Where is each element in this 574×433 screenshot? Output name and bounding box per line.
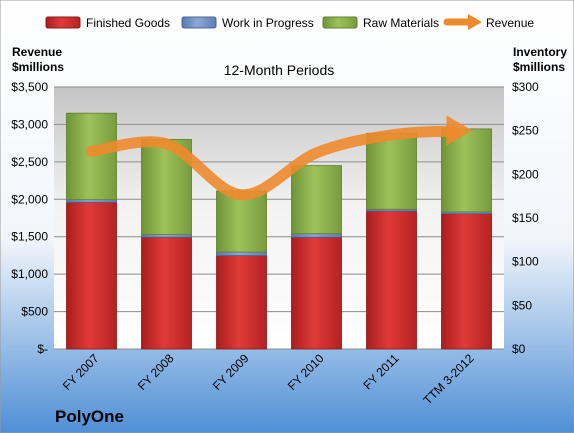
right-tick-label: $250: [512, 124, 539, 138]
right-axis-title-line2: $millions: [513, 60, 565, 74]
left-tick-label: $1,000: [11, 267, 48, 281]
left-tick-label: $2,500: [11, 155, 48, 169]
left-axis-title-line1: Revenue: [12, 45, 62, 59]
left-tick-label: $2,000: [11, 192, 48, 206]
legend-label-revenue: Revenue: [486, 16, 534, 30]
right-tick-label: $0: [512, 342, 526, 356]
bar-raw-materials: [216, 190, 267, 253]
right-tick-label: $300: [512, 80, 539, 94]
bar-raw-materials: [291, 165, 342, 235]
legend-label-raw-materials: Raw Materials: [363, 16, 439, 30]
bar-work-in-progress: [216, 251, 267, 256]
legend-arrow-revenue: [468, 14, 482, 30]
legend-swatch-work-in-progress: [181, 16, 217, 29]
bar-finished-goods: [366, 210, 417, 350]
right-axis-title-line1: Inventory: [513, 45, 567, 59]
bar-work-in-progress: [291, 233, 342, 238]
gridlines: [54, 86, 504, 350]
left-tick-label: $-: [37, 342, 48, 356]
bar-finished-goods: [216, 255, 267, 350]
legend-label-work-in-progress: Work in Progress: [222, 16, 314, 30]
revenue-line-layer: [86, 115, 473, 201]
right-axis-ticks: $0 $50 $100 $150 $200 $250 $300: [512, 80, 539, 356]
left-tick-label: $3,000: [11, 117, 48, 131]
legend-swatch-raw-materials: [322, 16, 358, 29]
right-tick-label: $150: [512, 211, 539, 225]
left-tick-label: $1,500: [11, 230, 48, 244]
legend: Finished Goods Work in Progress Raw Mate…: [45, 14, 534, 30]
left-tick-label: $500: [21, 305, 48, 319]
right-tick-label: $100: [512, 255, 539, 269]
bar-finished-goods: [291, 236, 342, 350]
left-axis-title-line2: $millions: [12, 60, 64, 74]
bar-finished-goods: [66, 201, 117, 350]
bar-finished-goods: [141, 236, 192, 350]
right-tick-label: $50: [512, 298, 532, 312]
bar-raw-materials: [366, 132, 417, 210]
revenue-line: [86, 125, 459, 201]
bar-finished-goods: [441, 213, 492, 350]
left-tick-label: $3,500: [11, 80, 48, 94]
revenue-arrowhead: [446, 115, 473, 146]
legend-label-finished-goods: Finished Goods: [86, 16, 170, 30]
right-tick-label: $200: [512, 167, 539, 181]
bars: [66, 112, 492, 350]
company-name: PolyOne: [55, 407, 124, 426]
left-axis-ticks: $- $500 $1,000 $1,500 $2,000 $2,500 $3,000 $3,5…: [11, 80, 48, 356]
legend-swatch-finished-goods: [45, 16, 81, 29]
plot-title: 12-Month Periods: [224, 62, 335, 78]
